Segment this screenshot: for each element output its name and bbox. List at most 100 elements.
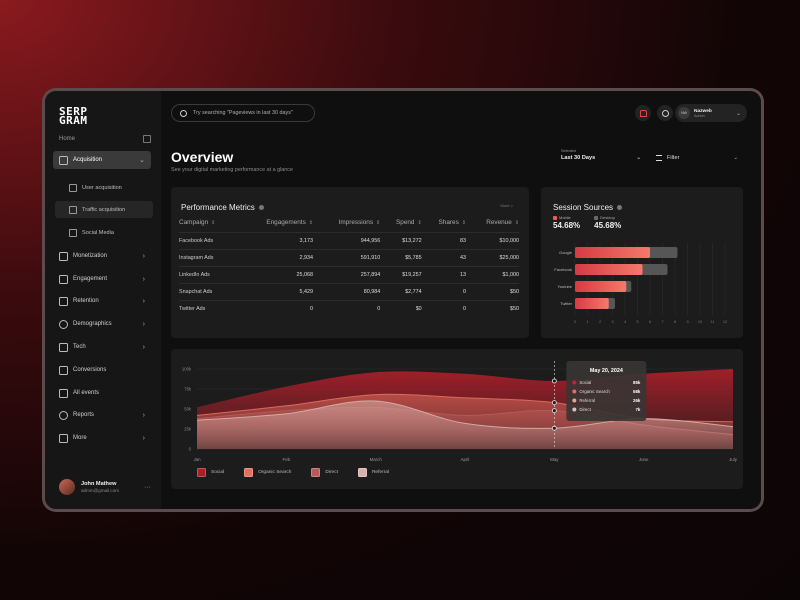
table-cell: $1,000 [466, 266, 519, 284]
sidebar-item-acquisition[interactable]: Acquisition ⌄ [53, 151, 151, 169]
sidebar-subitem-traffic-acquisition[interactable]: Traffic acquisition [55, 201, 153, 218]
column-header[interactable]: Impressions ⇕ [313, 219, 381, 233]
desktop-swatch [594, 215, 599, 220]
table-cell: 83 [421, 232, 466, 250]
main-content: NW Nazweb Admin ⌄ Overview See your digi… [161, 91, 761, 509]
device-frame: SERP GRAM Home Acquisition ⌄ User acquis… [42, 88, 764, 512]
bar-mobile[interactable] [575, 281, 627, 292]
sort-icon[interactable]: ⇕ [417, 220, 422, 226]
avatar [59, 479, 75, 495]
logo-line-1: SERP [59, 105, 88, 118]
y-tick-label: 0 [189, 447, 192, 452]
chevron-right-icon: › [142, 275, 145, 283]
area-referral[interactable] [197, 400, 733, 449]
column-header[interactable]: Revenue ⇕ [466, 219, 519, 233]
period-select[interactable]: Selected Last 30 Days ⌄ [561, 149, 641, 161]
tick-label: 12 [723, 320, 727, 324]
more-options-icon[interactable]: ··· [144, 483, 151, 491]
hover-point[interactable] [551, 400, 557, 405]
legend-item[interactable]: Social [197, 468, 224, 477]
user-profile[interactable]: John Mathew admin@gmail.com ··· [59, 479, 151, 495]
table-cell: 0 [237, 300, 313, 317]
flag-icon [59, 365, 68, 375]
home-label: Home [59, 136, 76, 142]
table-cell: 3,173 [237, 232, 313, 250]
home-row[interactable]: Home [59, 135, 151, 143]
x-tick-label: March [370, 457, 383, 462]
sidebar-item-monetization[interactable]: Monetization › [53, 247, 151, 265]
settings-button[interactable] [657, 105, 673, 121]
bar-mobile[interactable] [575, 298, 609, 309]
tooltip-value: 58k [633, 389, 641, 394]
app-window: SERP GRAM Home Acquisition ⌄ User acquis… [45, 91, 761, 509]
sidebar-item-engagement[interactable]: Engagement › [53, 270, 151, 288]
column-header[interactable]: Shares ⇕ [422, 219, 466, 233]
chevron-right-icon: › [142, 297, 145, 305]
logo[interactable]: SERP GRAM [59, 105, 88, 126]
sort-icon[interactable]: ⇕ [461, 220, 466, 226]
sidebar-item-conversions[interactable]: Conversions [53, 361, 151, 379]
search-bar[interactable] [171, 104, 315, 122]
table-cell: $19,257 [380, 266, 422, 284]
table-row[interactable]: Facebook Ads 3,173 944,956 $13,272 83 $10,000 [179, 232, 519, 250]
table-cell: $2,774 [380, 283, 422, 301]
sort-icon[interactable]: ⇕ [514, 220, 519, 226]
hover-point[interactable] [551, 425, 557, 431]
filter-button[interactable]: Filter ⌄ [656, 155, 738, 161]
tooltip-label: Social [579, 380, 591, 385]
sidebar-subitem-social-media[interactable]: Social Media [55, 224, 153, 241]
table-row[interactable]: Twitter Ads 0 0 $0 0 $50 [179, 300, 519, 317]
sidebar-item-demographics[interactable]: Demographics › [53, 315, 151, 333]
legend-item[interactable]: Referral [357, 468, 389, 477]
sidebar-item-tech[interactable]: Tech › [53, 338, 151, 356]
column-header[interactable]: Campaign ⇕ [179, 219, 238, 233]
hover-point[interactable] [551, 378, 557, 384]
legend-item[interactable]: Direct [311, 468, 338, 477]
sidebar-item-label: All events [73, 390, 100, 396]
table-cell: 5,429 [237, 283, 313, 301]
column-header[interactable]: Engagements ⇕ [238, 219, 313, 233]
hover-point[interactable] [551, 408, 557, 413]
sidebar: SERP GRAM Home Acquisition ⌄ User acquis… [45, 91, 161, 509]
tooltip-date: May 20, 2024 [590, 368, 623, 374]
monitor-icon [59, 342, 68, 352]
sort-icon[interactable]: ⇕ [376, 220, 381, 226]
table-row[interactable]: Instagram Ads 2,934 591,910 $5,785 43 $25,000 [179, 249, 519, 267]
table-cell: 257,894 [312, 266, 381, 284]
sidebar-item-reports[interactable]: Reports › [53, 406, 151, 424]
legend-item[interactable]: Organic Search [244, 468, 291, 477]
sidebar-item-more[interactable]: More › [53, 429, 151, 447]
table-cell: $25,000 [466, 249, 519, 267]
sidebar-item-retention[interactable]: Retention › [53, 292, 151, 310]
account-menu[interactable]: NW Nazweb Admin ⌄ [675, 104, 747, 122]
chevron-down-icon: ⌄ [636, 155, 641, 161]
sidebar-collapse-icon[interactable] [143, 135, 151, 143]
card-title: Session Sources [553, 203, 614, 212]
notification-button[interactable] [635, 105, 651, 121]
tick-label: 7 [661, 320, 663, 324]
more-link[interactable]: More > [500, 203, 513, 208]
desktop-percent: 45.68% [594, 221, 622, 230]
table-cell: 2,934 [237, 249, 313, 267]
column-header[interactable]: Spend ⇕ [380, 219, 422, 233]
tick-label: 8 [674, 320, 676, 324]
table-row[interactable]: LinkedIn Ads 25,068 257,894 $19,257 13 $1,000 [179, 266, 519, 284]
table-row[interactable]: Snapchat Ads 5,429 80,984 $2,774 0 $50 [179, 283, 519, 301]
traffic-chart-card: 0 25k 50k 75k 100k Jan Feb March April May June Jul… [171, 349, 743, 489]
info-icon[interactable] [258, 205, 264, 210]
info-icon[interactable] [617, 205, 623, 210]
sidebar-item-label: Acquisition [73, 157, 103, 163]
bar-mobile[interactable] [575, 247, 650, 258]
session-sources-chart: 0 1 2 3 4 5 6 7 8 9 10 11 12GoogleFacebookYoutubeTwi… [554, 243, 727, 324]
chevron-down-icon: ⌄ [735, 110, 741, 117]
session-sources-card: Session Sources Mobile 54.68% Desktop 45… [541, 187, 743, 338]
sort-icon[interactable]: ⇕ [211, 220, 216, 226]
sidebar-subitem-user-acquisition[interactable]: User acquisition [55, 179, 153, 196]
sidebar-item-all-events[interactable]: All events [53, 384, 151, 402]
table-cell: $0 [380, 300, 422, 317]
sort-icon[interactable]: ⇕ [308, 220, 313, 226]
bar-mobile[interactable] [575, 264, 643, 275]
table-cell: Twitter Ads [179, 300, 238, 317]
mobile-label: Mobile [559, 215, 571, 220]
search-input[interactable] [193, 110, 313, 116]
